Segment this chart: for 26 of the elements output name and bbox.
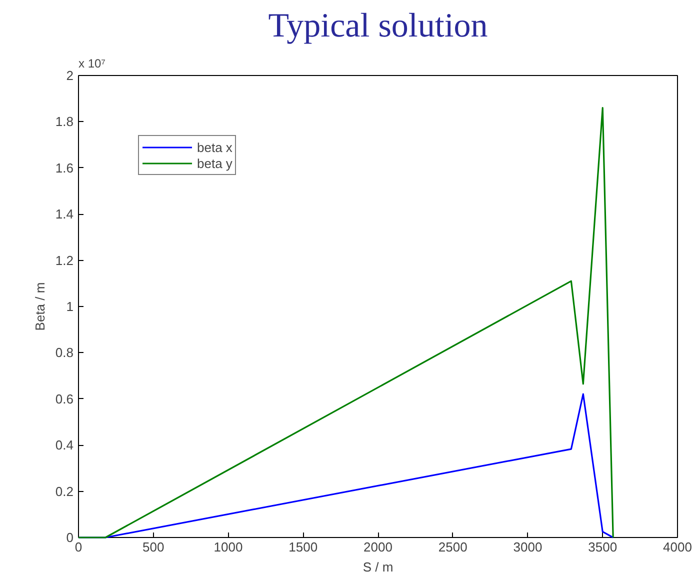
y-tick-label: 0.4 xyxy=(55,438,74,453)
x-tick-label: 1500 xyxy=(288,540,318,554)
y-tick-label: 0.8 xyxy=(55,345,74,360)
y-tick-label: 1 xyxy=(66,299,74,314)
y-tick-label: 1.8 xyxy=(55,114,74,130)
x-tick-label: 2500 xyxy=(438,540,468,554)
y-tick-label: 1.2 xyxy=(55,252,74,268)
y-tick-label: 0.6 xyxy=(55,391,74,406)
x-tick-label: 4000 xyxy=(663,540,692,554)
y-tick-label: 1.4 xyxy=(55,206,74,222)
x-tick-label: 3000 xyxy=(513,540,542,554)
line-series xyxy=(78,107,614,538)
text: x 10⁷ xyxy=(78,56,106,70)
y-tick-label: 0.2 xyxy=(55,484,74,499)
x-tick-label: 2000 xyxy=(364,540,392,554)
y-axis-title: Beta / m xyxy=(32,282,48,331)
legend-label: beta x xyxy=(197,139,232,155)
chart-title: Typical solution xyxy=(268,8,488,44)
x-axis-title: S / m xyxy=(362,560,394,574)
x-tick-label: 500 xyxy=(142,540,164,554)
y-tick-label: 1.6 xyxy=(55,160,74,176)
x-tick-label: 3500 xyxy=(588,540,618,554)
x-tick-label: 1000 xyxy=(214,540,243,554)
legend-label: beta y xyxy=(197,155,232,171)
y-tick-label: 2 xyxy=(66,68,74,83)
y-tick-label: 0 xyxy=(66,530,74,545)
